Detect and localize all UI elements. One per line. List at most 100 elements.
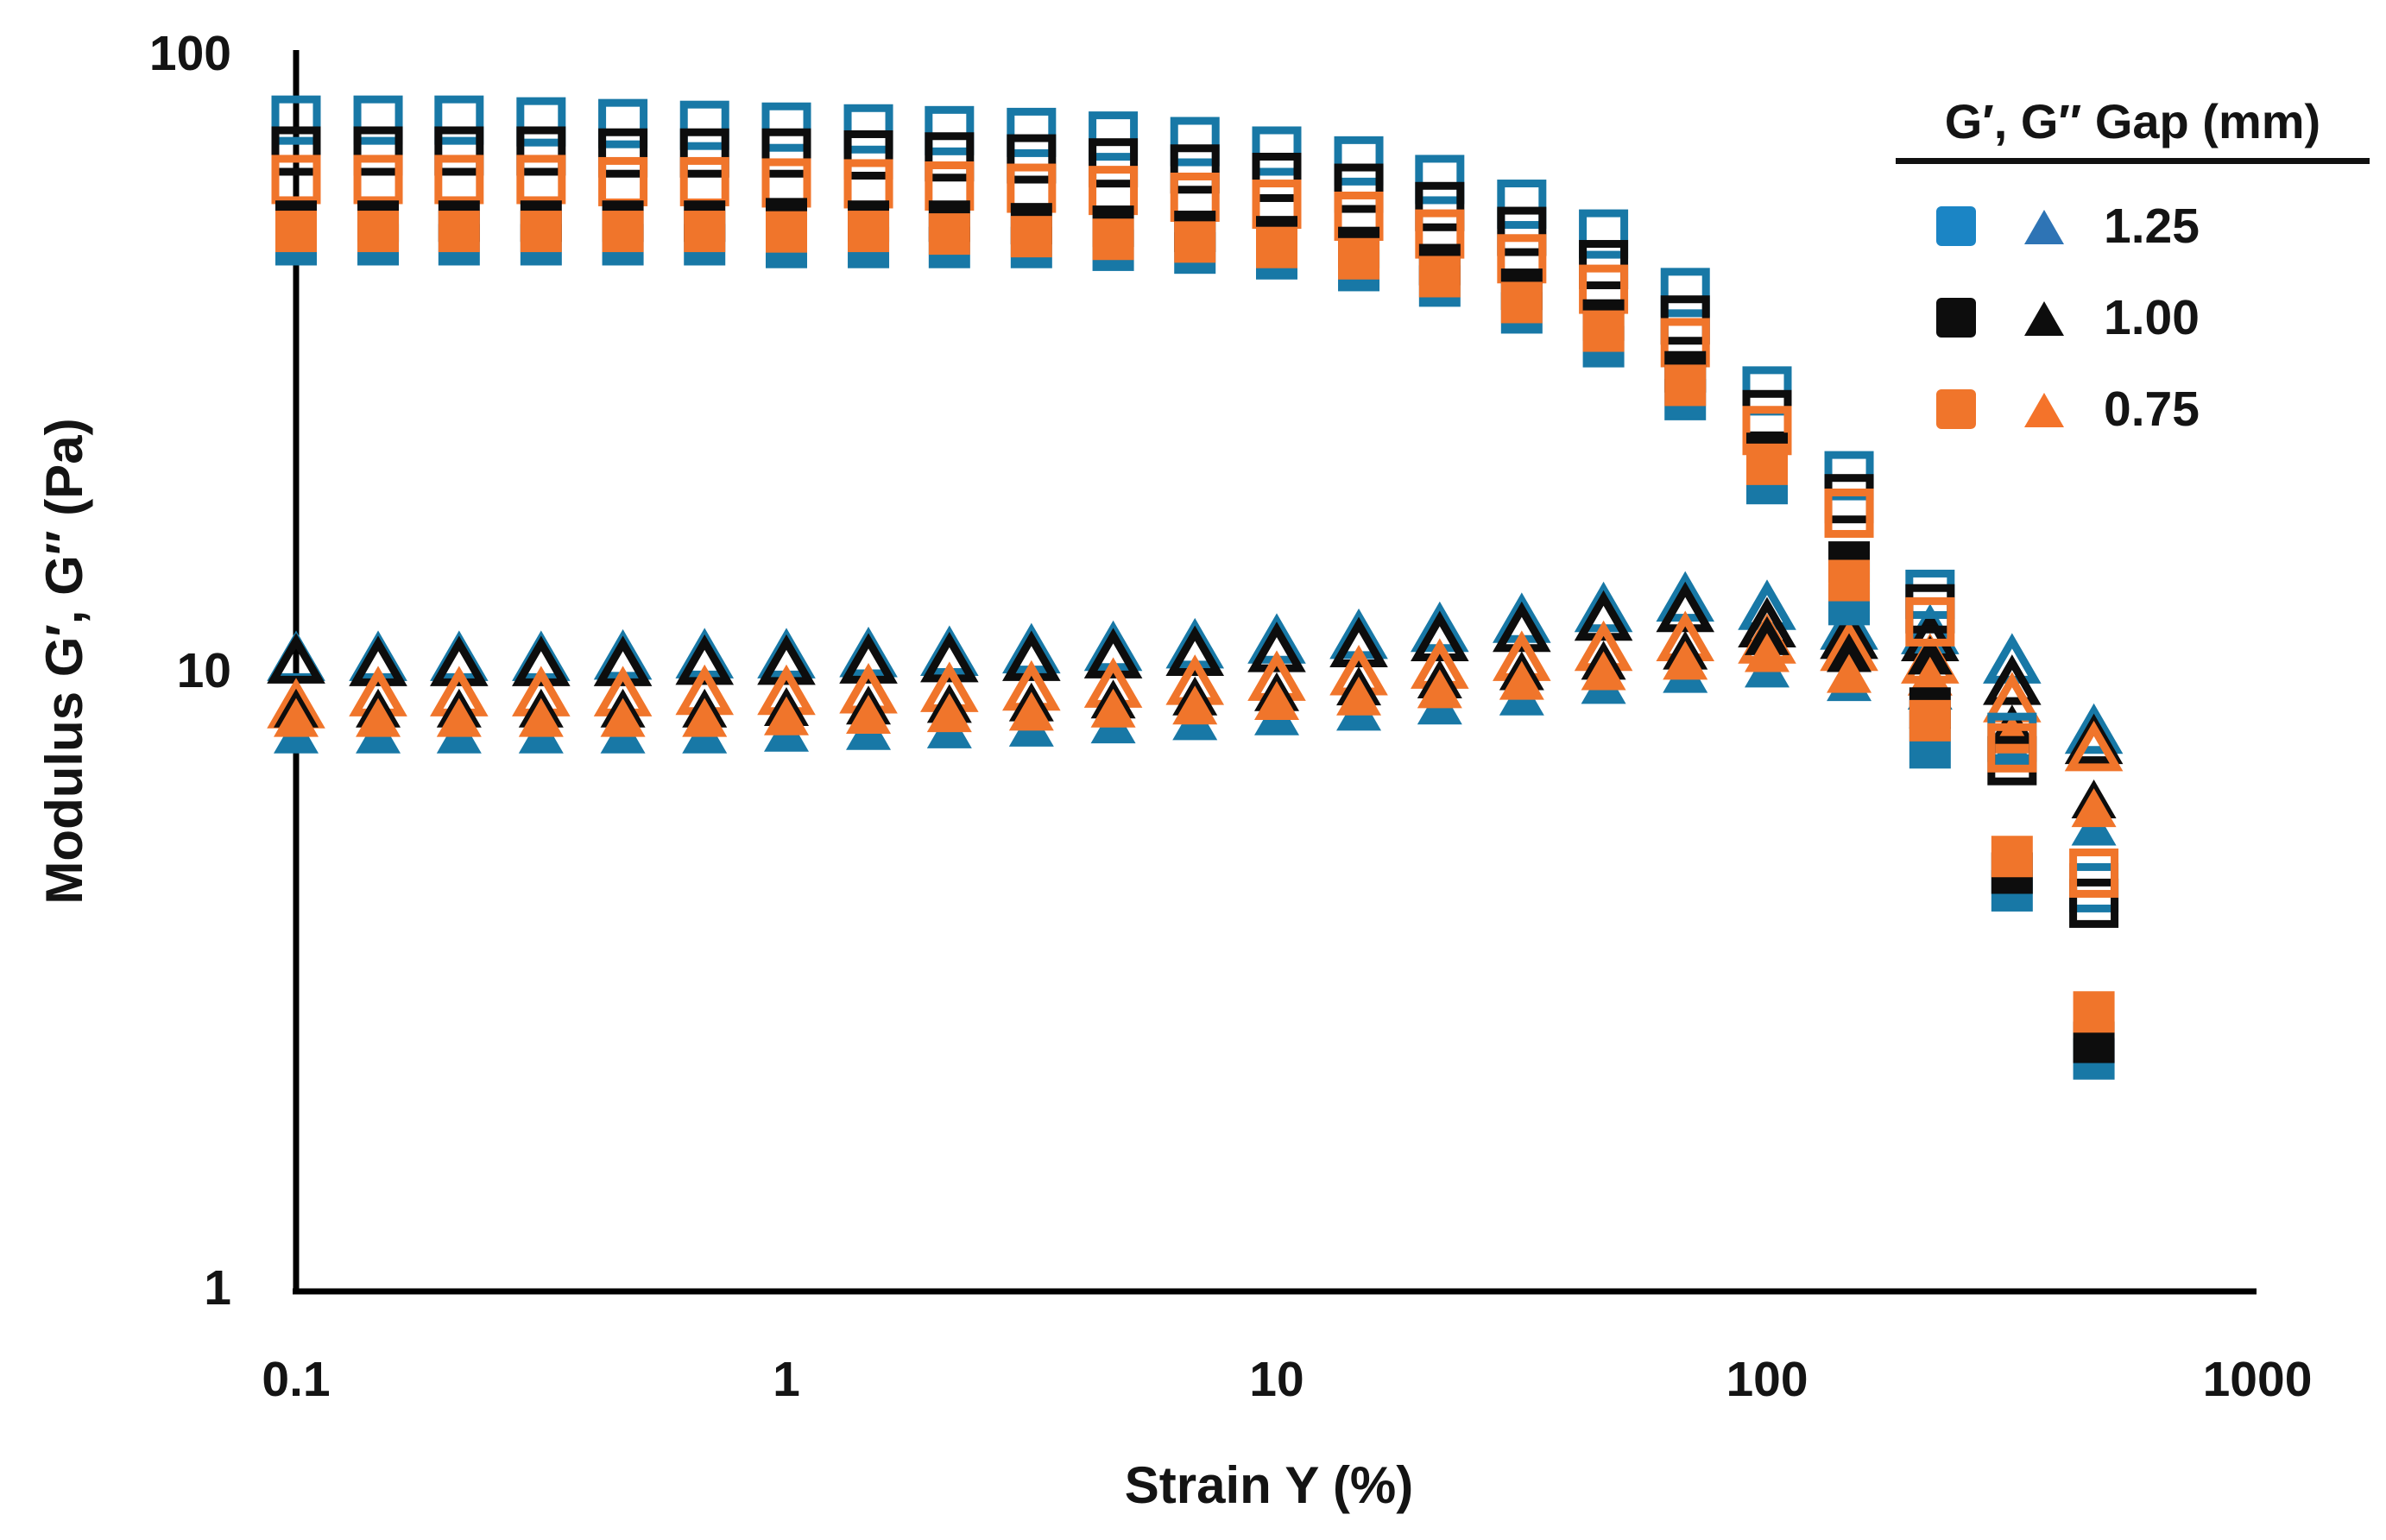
series-g1-open-square-blue [271, 95, 2119, 912]
data-point-marker [761, 102, 811, 152]
x-tick-label-10: 10 [1249, 1352, 1304, 1407]
data-point-marker [434, 95, 484, 145]
data-point-marker [682, 697, 728, 737]
data-point-marker [1334, 163, 1384, 213]
data-point-marker [600, 697, 646, 737]
data-point-marker [843, 104, 893, 154]
data-point-marker [512, 635, 571, 686]
data-point-marker [764, 696, 809, 735]
data-point-marker [1909, 699, 1951, 742]
data-point-marker [1418, 256, 1461, 298]
data-point-marker [593, 635, 653, 686]
data-point-marker [353, 155, 403, 205]
data-point-marker [1092, 218, 1134, 261]
data-point-marker [926, 693, 972, 733]
data-point-marker [1007, 134, 1057, 184]
data-point-marker [679, 100, 729, 150]
legend-triangle-icon [2024, 301, 2064, 336]
data-point-marker [349, 635, 407, 686]
data-point-marker [846, 694, 892, 734]
data-point-marker [1828, 559, 1871, 602]
data-point-marker [925, 105, 975, 155]
data-point-marker [516, 155, 566, 205]
data-point-marker [271, 95, 321, 145]
data-point-marker [2064, 703, 2124, 754]
legend-entry-label: 1.25 [2104, 199, 2200, 254]
data-point-marker [274, 697, 319, 737]
data-point-marker [1500, 281, 1543, 324]
data-point-marker [679, 156, 729, 206]
data-point-marker [602, 211, 644, 253]
data-point-marker [1579, 209, 1629, 259]
data-point-marker [434, 155, 484, 205]
x-tick-label-0.1: 0.1 [262, 1352, 331, 1407]
series-g1-solid-square-orange [275, 211, 2115, 1033]
data-point-marker [928, 213, 970, 256]
legend-square-icon [1936, 298, 1976, 338]
data-point-marker [1170, 144, 1220, 194]
data-point-marker [757, 634, 816, 685]
legend-entry-label: 0.75 [2104, 382, 2200, 437]
data-point-marker [1083, 628, 1143, 678]
data-point-marker [2073, 991, 2115, 1033]
data-point-marker [1417, 669, 1462, 709]
data-point-marker [1336, 676, 1382, 716]
legend-triangle-shape [2024, 210, 2064, 244]
data-point-marker [1329, 616, 1388, 667]
data-point-marker [1411, 610, 1469, 662]
data-point-marker [1256, 226, 1297, 268]
data-point-marker [2069, 848, 2119, 898]
y-axis-title: Modulus G′, G″ (Pa) [35, 418, 93, 905]
data-point-marker [1007, 107, 1057, 157]
data-point-marker [843, 129, 893, 180]
data-point-marker [1663, 641, 1708, 680]
data-point-marker [1827, 653, 1872, 693]
data-point-marker [1172, 685, 1218, 725]
data-point-marker [1002, 630, 1061, 681]
data-point-marker [1493, 601, 1551, 653]
data-point-marker [920, 631, 979, 683]
data-point-marker [1745, 633, 1790, 672]
y-tick-label-10: 10 [176, 643, 231, 698]
data-point-marker [761, 158, 811, 208]
data-point-marker [1656, 581, 1715, 633]
data-point-marker [1010, 216, 1052, 258]
data-point-marker [1252, 126, 1302, 176]
y-tick-label-100: 100 [148, 26, 231, 81]
data-point-marker [1008, 691, 1054, 731]
data-point-marker [679, 128, 729, 178]
data-point-marker [1827, 633, 1872, 672]
data-point-marker [2069, 878, 2119, 928]
data-point-marker [1252, 152, 1302, 202]
data-point-marker [1174, 221, 1216, 263]
data-point-marker [1089, 111, 1139, 161]
data-point-marker [598, 156, 648, 206]
legend-header: G′, G″ Gap (mm) [1896, 93, 2370, 164]
data-point-marker [356, 697, 401, 737]
data-point-marker [1660, 268, 1710, 318]
data-point-marker [1247, 622, 1306, 672]
data-point-marker [271, 126, 321, 176]
data-point-marker [353, 126, 403, 176]
data-point-marker [438, 211, 480, 253]
data-point-marker [2071, 788, 2117, 828]
data-point-marker [1581, 651, 1626, 691]
legend-triangle-shape [2024, 301, 2064, 336]
data-point-marker [675, 634, 735, 685]
legend-entry-0.75: 0.75 [1873, 383, 2383, 435]
data-point-marker [434, 126, 484, 176]
data-point-marker [1497, 206, 1547, 256]
data-point-marker [357, 211, 400, 253]
data-point-marker [598, 98, 648, 148]
x-tick-label-1: 1 [773, 1352, 800, 1407]
data-point-marker [1746, 443, 1788, 485]
data-point-marker [1415, 155, 1465, 205]
x-tick-label-1000: 1000 [2202, 1352, 2313, 1407]
legend-entry-1.00: 1.00 [1873, 292, 2383, 344]
legend-triangle-shape [2024, 393, 2064, 427]
data-point-marker [839, 633, 898, 684]
data-point-marker [1582, 310, 1625, 352]
data-point-marker [1574, 590, 1633, 641]
